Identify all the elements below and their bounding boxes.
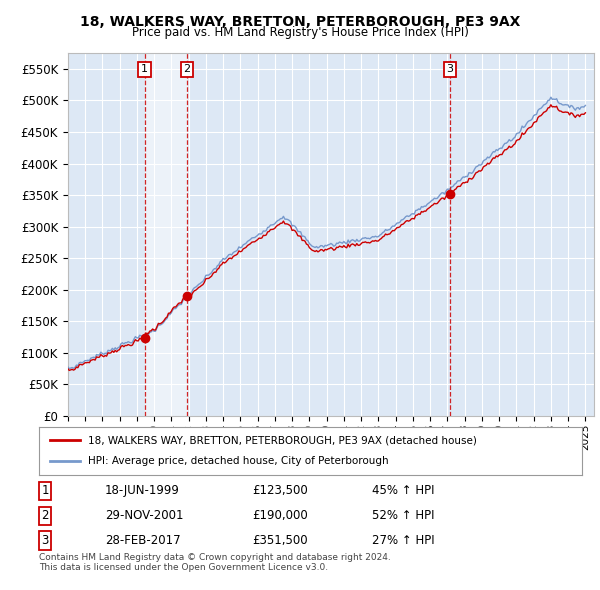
- Text: 18, WALKERS WAY, BRETTON, PETERBOROUGH, PE3 9AX (detached house): 18, WALKERS WAY, BRETTON, PETERBOROUGH, …: [88, 435, 477, 445]
- Text: 52% ↑ HPI: 52% ↑ HPI: [372, 509, 434, 522]
- Text: 45% ↑ HPI: 45% ↑ HPI: [372, 484, 434, 497]
- Text: 2: 2: [41, 509, 49, 522]
- Text: This data is licensed under the Open Government Licence v3.0.: This data is licensed under the Open Gov…: [39, 563, 328, 572]
- Text: Contains HM Land Registry data © Crown copyright and database right 2024.: Contains HM Land Registry data © Crown c…: [39, 553, 391, 562]
- Text: 29-NOV-2001: 29-NOV-2001: [105, 509, 184, 522]
- Text: £123,500: £123,500: [252, 484, 308, 497]
- Text: 1: 1: [141, 64, 148, 74]
- Text: 27% ↑ HPI: 27% ↑ HPI: [372, 534, 434, 547]
- Text: 3: 3: [446, 64, 454, 74]
- Text: 18, WALKERS WAY, BRETTON, PETERBOROUGH, PE3 9AX: 18, WALKERS WAY, BRETTON, PETERBOROUGH, …: [80, 15, 520, 29]
- Text: £351,500: £351,500: [252, 534, 308, 547]
- Text: 2: 2: [184, 64, 191, 74]
- Text: 28-FEB-2017: 28-FEB-2017: [105, 534, 181, 547]
- Bar: [145, 53, 187, 416]
- Text: £190,000: £190,000: [252, 509, 308, 522]
- Text: HPI: Average price, detached house, City of Peterborough: HPI: Average price, detached house, City…: [88, 457, 388, 467]
- Text: 1: 1: [41, 484, 49, 497]
- Text: 3: 3: [41, 534, 49, 547]
- Text: Price paid vs. HM Land Registry's House Price Index (HPI): Price paid vs. HM Land Registry's House …: [131, 26, 469, 39]
- Text: 18-JUN-1999: 18-JUN-1999: [105, 484, 180, 497]
